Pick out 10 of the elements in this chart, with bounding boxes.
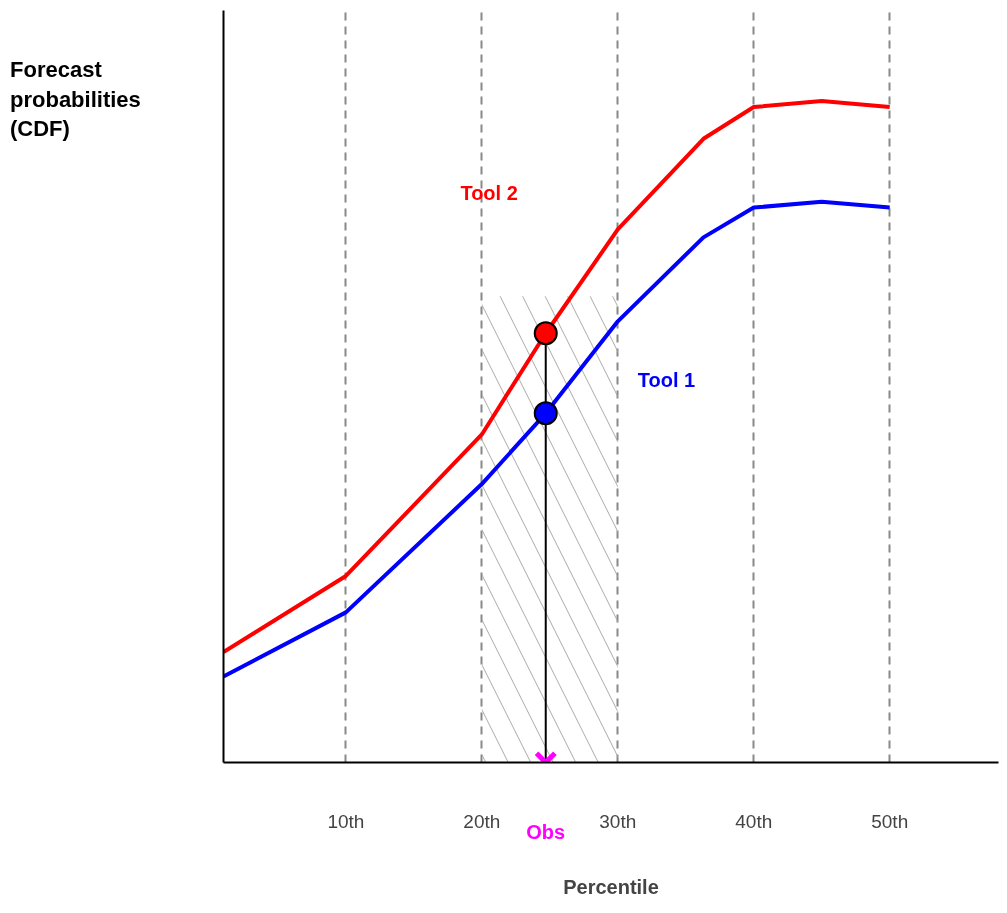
x-tick-label: 10th <box>327 810 365 832</box>
y-axis-title: Forecast probabilities (CDF) <box>10 56 141 144</box>
text: Tool 1 <box>637 369 696 392</box>
x-tick-label: 30th <box>599 810 637 832</box>
x-tick-label: 40th <box>735 810 773 832</box>
x-tick-label: 50th <box>871 810 909 832</box>
x-tick-label: 20th <box>463 810 501 832</box>
text: Obs <box>526 820 566 843</box>
x-axis-title: Percentile <box>563 875 659 898</box>
text: Tool 2 <box>460 182 518 205</box>
